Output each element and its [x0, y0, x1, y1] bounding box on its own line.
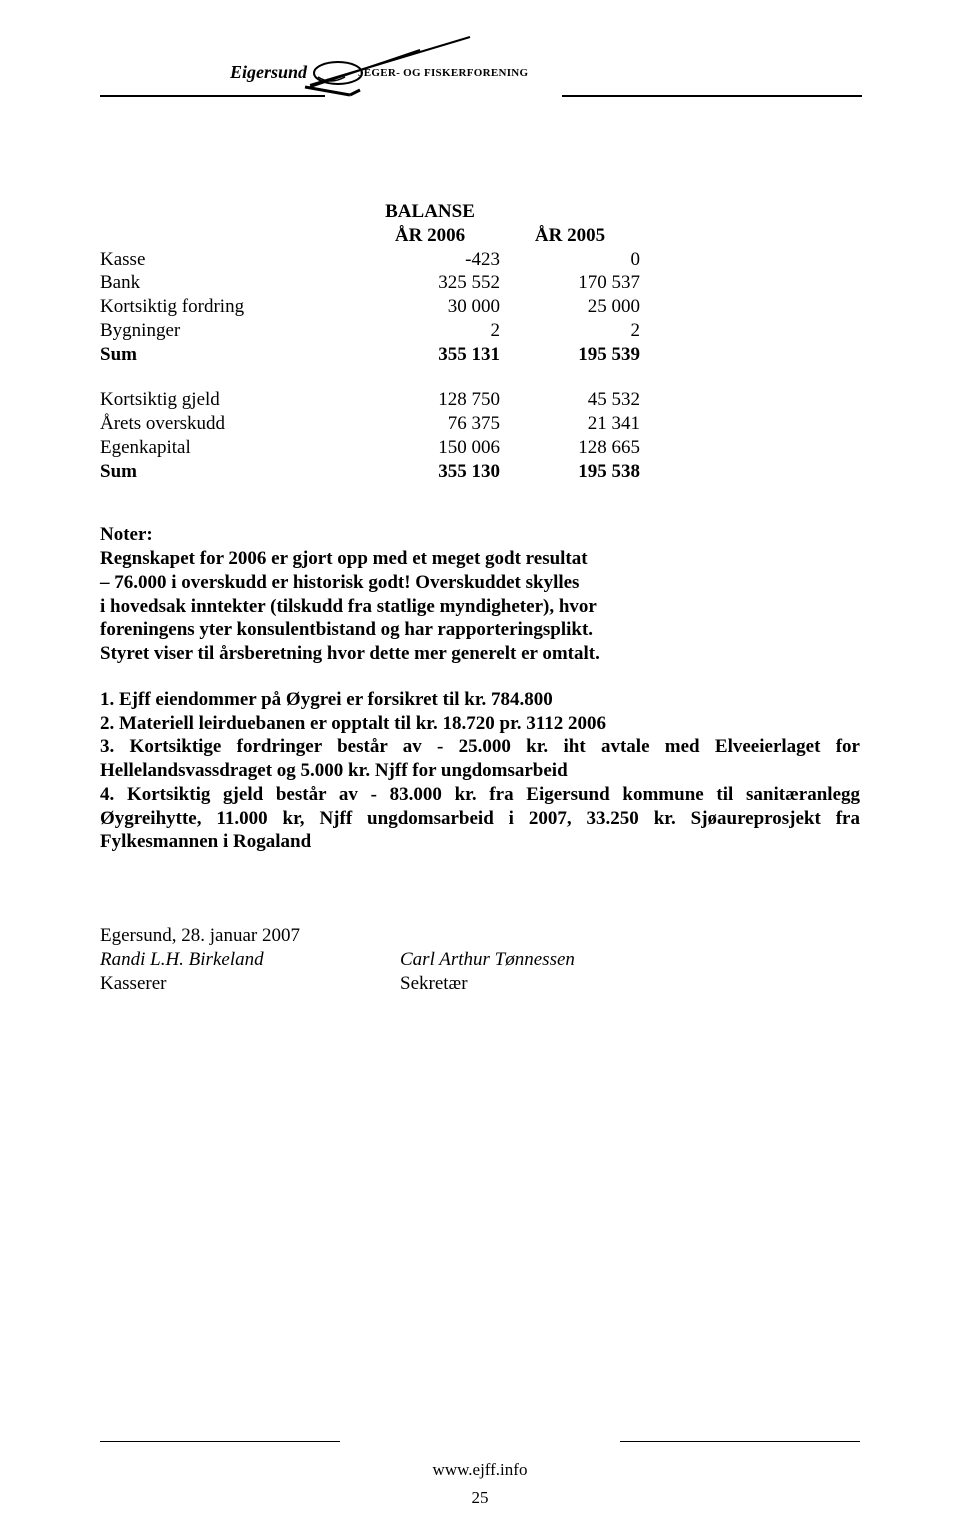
- notes-section: Noter: Regnskapet for 2006 er gjort opp …: [100, 523, 860, 666]
- item-3: 3. Kortsiktige fordringer består av - 25…: [100, 735, 860, 783]
- row-value: 45 532: [500, 388, 640, 412]
- logo-subtitle: JEGER- OG FISKERFORENING: [358, 67, 528, 79]
- liabilities-table: Kortsiktig gjeld 128 750 45 532 Årets ov…: [100, 388, 640, 483]
- balance-table: BALANSE ÅR 2006 ÅR 2005 Kasse -423 0 Ban…: [100, 200, 640, 366]
- row-value: 2: [360, 319, 500, 343]
- col-header-2006: ÅR 2006: [360, 224, 500, 248]
- page-content: BALANSE ÅR 2006 ÅR 2005 Kasse -423 0 Ban…: [100, 200, 860, 995]
- row-value: 128 665: [500, 436, 640, 460]
- notes-heading: Noter:: [100, 523, 860, 547]
- sum-label: Sum: [100, 460, 360, 484]
- sum-value: 195 539: [500, 343, 640, 367]
- signer-left-name: Randi L.H. Birkeland: [100, 948, 400, 972]
- row-label: Bygninger: [100, 319, 360, 343]
- signer-right-name: Carl Arthur Tønnessen: [400, 948, 700, 972]
- sum-label: Sum: [100, 343, 360, 367]
- signature-block: Egersund, 28. januar 2007 Randi L.H. Bir…: [100, 924, 860, 995]
- sum-value: 355 130: [360, 460, 500, 484]
- row-value: 170 537: [500, 271, 640, 295]
- row-value: 0: [500, 248, 640, 272]
- row-value: 2: [500, 319, 640, 343]
- row-label: Kasse: [100, 248, 360, 272]
- row-label: Kortsiktig gjeld: [100, 388, 360, 412]
- page-header: Eigersund JEGER- OG FISKERFORENING: [100, 40, 860, 160]
- numbered-items: 1. Ejff eiendommer på Øygrei er forsikre…: [100, 688, 860, 854]
- row-value: 128 750: [360, 388, 500, 412]
- row-value: 21 341: [500, 412, 640, 436]
- footer-rule-right: [620, 1441, 860, 1443]
- page-number: 25: [0, 1488, 960, 1508]
- item-1: 1. Ejff eiendommer på Øygrei er forsikre…: [100, 688, 860, 712]
- notes-line: Styret viser til årsberetning hvor dette…: [100, 642, 860, 666]
- row-label: Egenkapital: [100, 436, 360, 460]
- row-value: 25 000: [500, 295, 640, 319]
- header-rule-right: [562, 95, 862, 97]
- logo: Eigersund JEGER- OG FISKERFORENING: [230, 40, 550, 120]
- sum-value: 195 538: [500, 460, 640, 484]
- row-label: Bank: [100, 271, 360, 295]
- col-header-2005: ÅR 2005: [500, 224, 640, 248]
- row-value: 30 000: [360, 295, 500, 319]
- signature-date: Egersund, 28. januar 2007: [100, 924, 860, 948]
- row-value: -423: [360, 248, 500, 272]
- item-2: 2. Materiell leirduebanen er opptalt til…: [100, 712, 860, 736]
- row-value: 150 006: [360, 436, 500, 460]
- footer-url: www.ejff.info: [0, 1460, 960, 1480]
- notes-line: – 76.000 i overskudd er historisk godt! …: [100, 571, 860, 595]
- footer-rule-left: [100, 1441, 340, 1443]
- sum-value: 355 131: [360, 343, 500, 367]
- row-value: 76 375: [360, 412, 500, 436]
- logo-brand: Eigersund: [230, 62, 307, 83]
- notes-line: i hovedsak inntekter (tilskudd fra statl…: [100, 595, 860, 619]
- balance-title: BALANSE: [360, 200, 500, 224]
- row-label: Kortsiktig fordring: [100, 295, 360, 319]
- row-label: Årets overskudd: [100, 412, 360, 436]
- signer-left-title: Kasserer: [100, 972, 400, 996]
- notes-line: Regnskapet for 2006 er gjort opp med et …: [100, 547, 860, 571]
- signer-right-title: Sekretær: [400, 972, 700, 996]
- item-4: 4. Kortsiktig gjeld består av - 83.000 k…: [100, 783, 860, 854]
- row-value: 325 552: [360, 271, 500, 295]
- notes-line: foreningens yter konsulentbistand og har…: [100, 618, 860, 642]
